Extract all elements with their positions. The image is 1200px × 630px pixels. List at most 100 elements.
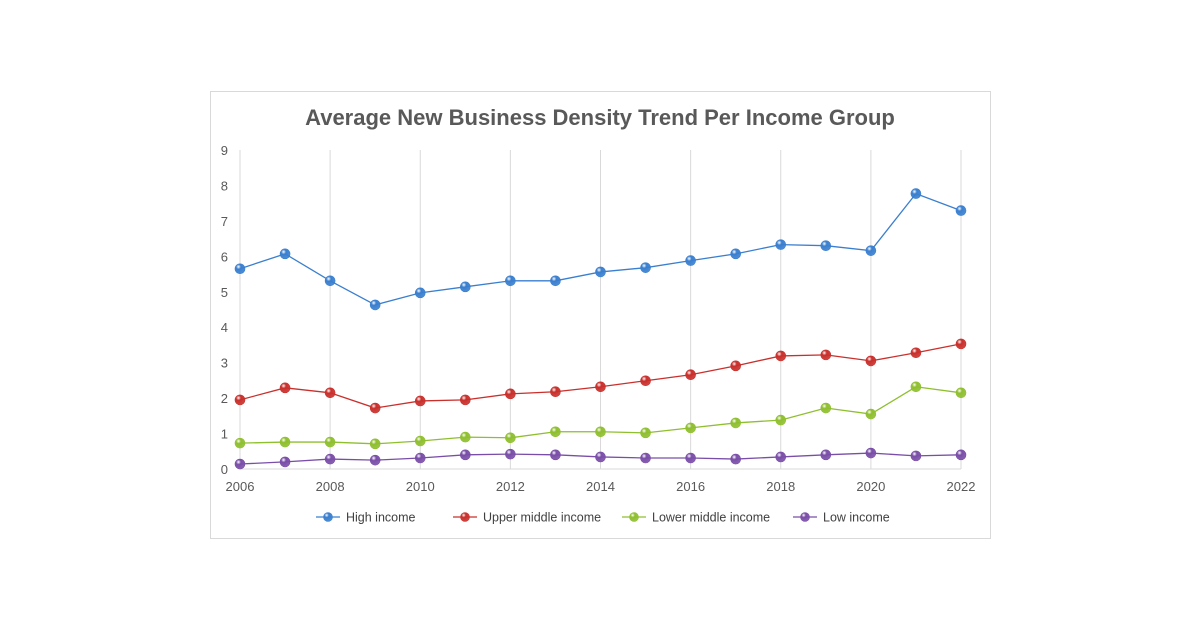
series-high-income	[234, 188, 967, 311]
data-point	[550, 449, 561, 461]
y-tick-label: 3	[221, 356, 228, 371]
data-point	[414, 435, 426, 447]
x-tick-label: 2010	[406, 479, 435, 494]
data-point	[595, 266, 606, 278]
legend-item: Upper middle income	[453, 511, 601, 525]
data-point	[369, 299, 381, 311]
y-tick-label: 0	[221, 462, 228, 477]
legend-item: Low income	[793, 511, 890, 525]
data-point	[460, 281, 471, 293]
y-tick-label: 6	[221, 249, 228, 264]
x-tick-label: 2012	[496, 479, 525, 494]
series-low-income	[234, 447, 967, 470]
data-point	[865, 447, 877, 459]
data-point	[865, 408, 877, 420]
data-point	[505, 388, 516, 400]
data-point	[865, 245, 877, 256]
data-point	[414, 452, 426, 464]
data-point	[730, 417, 741, 429]
x-tick-label: 2008	[316, 479, 345, 494]
data-point	[775, 239, 787, 250]
x-tick-label: 2020	[856, 479, 885, 494]
series-lower-middle-income	[234, 381, 967, 450]
data-point	[369, 454, 381, 466]
legend-label: Lower middle income	[652, 511, 770, 525]
data-point	[640, 427, 651, 439]
legend-label: Low income	[823, 511, 890, 525]
data-point	[955, 205, 967, 216]
y-tick-label: 8	[221, 178, 228, 193]
data-point	[640, 262, 651, 273]
data-point	[369, 402, 381, 414]
data-point	[550, 275, 561, 287]
x-tick-label: 2016	[676, 479, 705, 494]
legend-item: High income	[316, 511, 416, 525]
y-tick-label: 4	[221, 320, 228, 335]
data-point	[730, 248, 741, 260]
data-point	[505, 275, 516, 287]
data-point	[460, 431, 471, 443]
data-point	[460, 449, 471, 461]
legend-marker	[460, 512, 470, 522]
data-point	[820, 349, 832, 361]
data-point	[640, 375, 651, 387]
series-upper-middle-income	[234, 338, 967, 414]
y-tick-label: 2	[221, 391, 228, 406]
data-point	[279, 436, 291, 448]
data-point	[369, 438, 381, 450]
data-point	[955, 338, 967, 350]
x-tick-label: 2022	[947, 479, 976, 494]
data-point	[775, 350, 787, 362]
x-tick-label: 2018	[766, 479, 795, 494]
legend-label: High income	[346, 511, 416, 525]
data-point	[234, 263, 246, 275]
data-point	[910, 347, 922, 359]
y-tick-label: 1	[221, 427, 228, 442]
data-point	[505, 432, 516, 444]
data-point	[910, 381, 922, 393]
data-point	[234, 394, 246, 406]
data-point	[685, 255, 696, 266]
data-point	[234, 437, 246, 449]
data-point	[279, 456, 291, 468]
data-point	[550, 386, 561, 398]
data-point	[910, 188, 922, 199]
data-point	[550, 426, 561, 438]
legend-marker	[800, 512, 810, 522]
data-point	[640, 452, 651, 464]
data-point	[775, 414, 787, 426]
data-point	[685, 369, 696, 381]
x-tick-label: 2006	[226, 479, 255, 494]
data-point	[505, 448, 516, 460]
legend-marker	[629, 512, 639, 522]
data-point	[460, 394, 471, 406]
y-tick-label: 7	[221, 214, 228, 229]
legend-marker	[323, 512, 333, 522]
data-point	[279, 382, 291, 394]
data-point	[414, 395, 426, 407]
data-point	[955, 387, 967, 399]
data-point	[685, 422, 696, 434]
x-tick-label: 2014	[586, 479, 615, 494]
data-point	[685, 452, 696, 464]
data-point	[820, 449, 832, 461]
legend-item: Lower middle income	[622, 511, 770, 525]
data-point	[234, 458, 246, 470]
data-point	[820, 240, 832, 251]
data-point	[324, 453, 336, 465]
data-point	[595, 381, 606, 393]
y-tick-label: 9	[221, 143, 228, 158]
data-point	[324, 436, 336, 448]
data-point	[775, 451, 787, 463]
data-point	[730, 453, 741, 465]
data-point	[595, 451, 606, 463]
data-point	[865, 355, 877, 367]
y-tick-label: 5	[221, 285, 228, 300]
data-point	[414, 287, 426, 299]
legend-label: Upper middle income	[483, 511, 601, 525]
data-point	[730, 360, 741, 372]
data-point	[324, 387, 336, 399]
data-point	[279, 248, 291, 260]
data-point	[324, 275, 336, 287]
